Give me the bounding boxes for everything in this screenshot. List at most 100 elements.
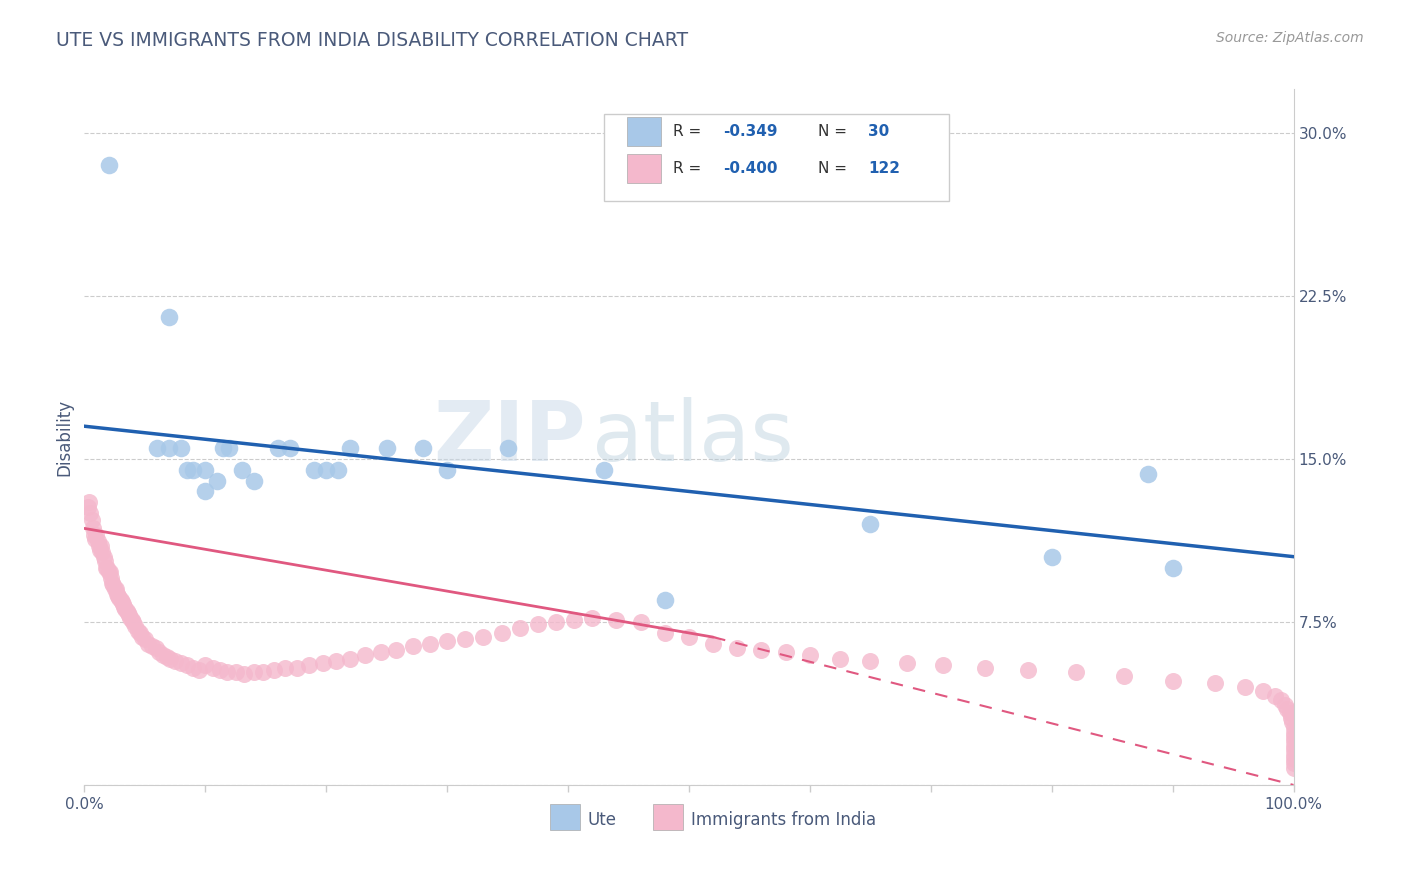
Point	[830, 652, 852, 666]
Point	[155, 649, 177, 664]
Point	[131, 630, 153, 644]
Point	[974, 660, 997, 674]
Point	[215, 665, 238, 679]
Text: atlas: atlas	[592, 397, 794, 477]
Point	[1204, 675, 1226, 690]
Point	[654, 625, 676, 640]
Point	[80, 513, 103, 527]
Point	[799, 648, 821, 662]
Point	[94, 560, 117, 574]
Point	[354, 648, 377, 662]
Point	[194, 658, 217, 673]
Point	[419, 637, 441, 651]
Point	[263, 663, 285, 677]
Point	[93, 549, 115, 564]
Point	[91, 545, 114, 559]
Point	[181, 463, 204, 477]
Point	[157, 310, 180, 325]
Point	[274, 660, 297, 674]
Point	[145, 640, 167, 655]
Point	[896, 657, 918, 671]
Point	[385, 643, 408, 657]
Point	[527, 617, 550, 632]
Point	[1282, 722, 1305, 736]
Point	[1040, 549, 1063, 564]
Point	[115, 604, 138, 618]
Point	[194, 484, 217, 499]
Point	[101, 575, 124, 590]
Point	[83, 528, 105, 542]
Point	[86, 528, 108, 542]
FancyBboxPatch shape	[550, 804, 581, 830]
Y-axis label: Disability: Disability	[55, 399, 73, 475]
Point	[630, 615, 652, 629]
Point	[121, 613, 143, 627]
Point	[859, 654, 882, 668]
Point	[1282, 726, 1305, 740]
Point	[98, 565, 121, 579]
Point	[141, 639, 163, 653]
Point	[315, 463, 337, 477]
Text: 122: 122	[868, 161, 900, 176]
Point	[1277, 702, 1299, 716]
Point	[157, 441, 180, 455]
Point	[1137, 467, 1160, 481]
Point	[302, 463, 325, 477]
Point	[110, 593, 132, 607]
Point	[1279, 710, 1302, 724]
Point	[112, 599, 135, 614]
Point	[104, 582, 127, 597]
Point	[170, 657, 193, 671]
Point	[1161, 560, 1184, 574]
Point	[104, 582, 127, 597]
Point	[1274, 698, 1296, 712]
FancyBboxPatch shape	[605, 113, 949, 201]
Point	[751, 643, 773, 657]
Point	[412, 441, 434, 455]
Point	[472, 630, 495, 644]
Point	[89, 543, 111, 558]
Point	[654, 593, 676, 607]
Point	[370, 645, 392, 659]
Point	[97, 565, 120, 579]
Point	[148, 645, 170, 659]
Point	[496, 441, 519, 455]
Point	[170, 441, 193, 455]
Point	[339, 652, 361, 666]
Point	[702, 637, 724, 651]
Point	[120, 610, 142, 624]
Point	[491, 625, 513, 640]
Point	[1282, 752, 1305, 766]
Point	[562, 613, 585, 627]
Point	[402, 639, 425, 653]
Point	[436, 634, 458, 648]
Point	[775, 645, 797, 659]
Point	[544, 615, 567, 629]
Text: UTE VS IMMIGRANTS FROM INDIA DISABILITY CORRELATION CHART: UTE VS IMMIGRANTS FROM INDIA DISABILITY …	[56, 31, 689, 50]
Point	[97, 158, 120, 172]
Point	[79, 506, 101, 520]
Point	[328, 463, 350, 477]
Point	[605, 613, 627, 627]
Point	[1161, 673, 1184, 688]
Point	[285, 660, 308, 674]
Point	[86, 534, 108, 549]
Point	[152, 648, 174, 662]
Text: -0.349: -0.349	[723, 124, 778, 139]
Point	[231, 463, 253, 477]
Text: 30: 30	[868, 124, 889, 139]
Point	[77, 495, 100, 509]
Point	[112, 598, 135, 612]
Point	[436, 463, 458, 477]
Point	[218, 441, 240, 455]
Point	[90, 539, 112, 553]
Point	[176, 463, 198, 477]
Point	[1114, 669, 1136, 683]
Point	[1282, 730, 1305, 744]
Text: N =: N =	[818, 161, 848, 176]
Point	[194, 463, 217, 477]
Text: Source: ZipAtlas.com: Source: ZipAtlas.com	[1216, 31, 1364, 45]
Point	[176, 658, 198, 673]
Point	[1282, 756, 1305, 771]
Point	[298, 658, 321, 673]
